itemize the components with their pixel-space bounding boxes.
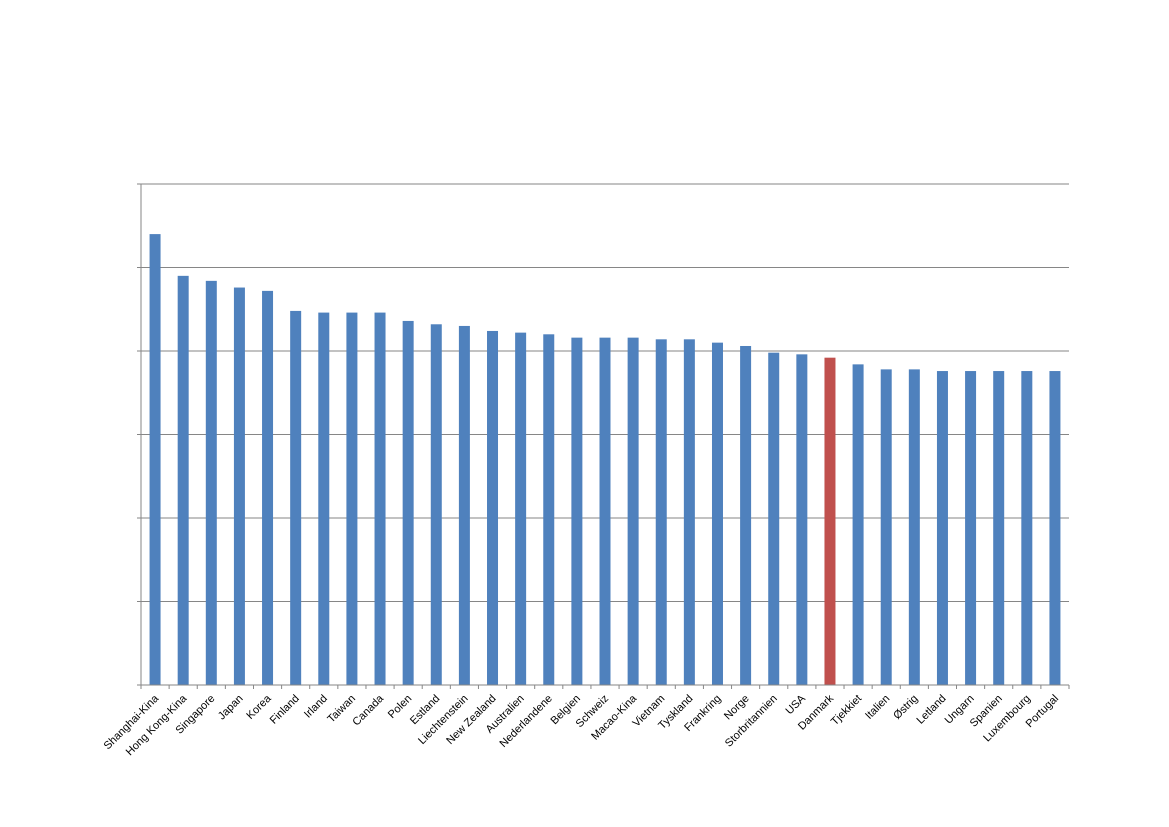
bar-hong-kong-kina [177,275,189,685]
bar-estland [430,324,442,685]
bar-korea [262,290,274,685]
bar-polen [402,320,414,685]
bar-canada [374,312,386,685]
bar-finland [290,310,302,685]
bar-vietnam [655,339,667,685]
x-tick-label-italien: Italien [863,693,892,722]
bar-spanien [993,371,1005,685]
bar-tyskland [683,339,695,685]
bar-shanghai-kina [149,234,161,685]
bar-storbritannien [768,352,780,685]
bar-belgien [571,337,583,685]
bar-letland [936,371,948,685]
x-tick-label-canada: Canada [350,692,386,728]
x-tick-label-finland: Finland [268,693,302,727]
x-tick-label-tjekkiet: Tjekkiet [829,693,864,728]
bar-japan [233,287,245,685]
bar-portugal [1049,371,1061,685]
bar-nederlandene [543,334,555,685]
x-tick-label-japan: Japan [216,693,246,723]
bars [149,234,1061,685]
axes [137,183,1070,689]
bar-liechtenstein [458,325,470,685]
x-tick-label-usa: USA [783,692,808,717]
bar-australien [515,332,527,685]
bar-tjekkiet [852,364,864,685]
bar-østrig [908,369,920,685]
bar-ungarn [965,371,977,685]
bar-macao-kina [627,337,639,685]
bar-usa [796,354,808,685]
bar-singapore [205,280,217,685]
bar-irland [318,312,330,685]
x-tick-label-letland: Letland [915,693,949,727]
bar-new-zealand [487,330,499,685]
bar-taiwan [346,312,358,685]
bar-luxembourg [1021,371,1033,685]
bar-schweiz [599,337,611,685]
bar-frankring [711,342,723,685]
bar-danmark [824,357,836,685]
bar-italien [880,369,892,685]
bar-norge [740,345,752,685]
